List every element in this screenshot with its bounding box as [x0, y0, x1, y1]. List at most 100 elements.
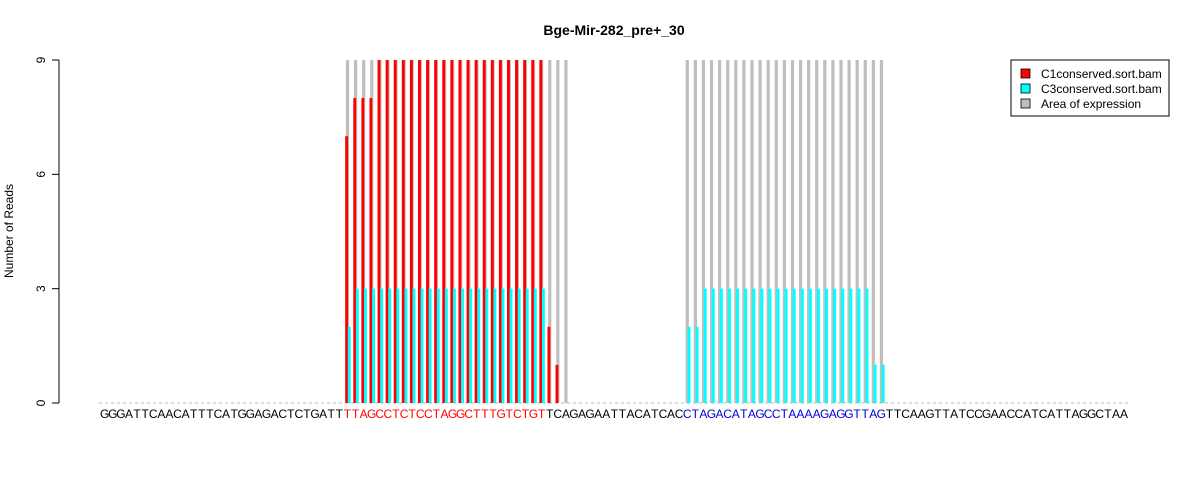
sequence-base: C — [295, 407, 304, 421]
c1-bar — [353, 98, 357, 403]
expression-bar — [701, 60, 706, 403]
c3-bar — [703, 288, 707, 403]
legend-swatch — [1020, 68, 1031, 79]
sequence-base: C — [675, 407, 684, 421]
sequence-base: A — [748, 407, 756, 421]
c3-bar — [792, 288, 796, 403]
expression-bar — [734, 60, 738, 403]
y-axis-label: Number of Reads — [2, 184, 16, 278]
sequence-base: T — [546, 407, 554, 421]
sequence-base: A — [805, 407, 813, 421]
sequence-base: G — [456, 407, 465, 421]
c3-bar — [355, 288, 359, 403]
sequence-base: T — [781, 407, 789, 421]
sequence-base: A — [578, 407, 586, 421]
expression-bar — [766, 60, 770, 403]
sequence-base: T — [489, 407, 497, 421]
sequence-base: G — [707, 407, 716, 421]
sequence-base: G — [367, 407, 376, 421]
sequence-base: G — [529, 407, 538, 421]
c1-bar — [474, 60, 478, 403]
sequence-base: C — [416, 407, 425, 421]
sequence-base: T — [344, 407, 352, 421]
expression-bar — [548, 60, 552, 403]
sequence-axis: GGG A T T C A A C A T T T C A T GG A G A C T C T G A T T T T A G C C T C T C… — [100, 407, 1128, 421]
sequence-base: A — [667, 407, 675, 421]
c1-bar — [442, 60, 446, 403]
sequence-base: T — [538, 407, 546, 421]
c3-bar — [485, 288, 489, 403]
c3-bar — [752, 288, 756, 403]
sequence-base: T — [651, 407, 659, 421]
expression-bar — [823, 60, 827, 403]
c1-bar — [458, 60, 462, 403]
sequence-base: C — [1095, 407, 1104, 421]
sequence-base: T — [230, 407, 238, 421]
c1-bar — [466, 60, 470, 403]
c3-bar — [817, 288, 820, 403]
legend-label: Area of expression — [1041, 97, 1141, 111]
expression-bar — [798, 60, 803, 403]
sequence-base: G — [982, 407, 991, 421]
expression-bar — [718, 60, 722, 403]
sequence-base: T — [1031, 407, 1039, 421]
y-tick-label: 9 — [34, 56, 48, 63]
c1-bar — [507, 60, 510, 403]
sequence-base: A — [165, 407, 173, 421]
c3-bar — [800, 288, 804, 403]
c3-bar — [768, 288, 772, 403]
sequence-base: T — [894, 407, 902, 421]
expression-bar — [855, 60, 859, 403]
sequence-base: C — [278, 407, 287, 421]
c3-bar — [541, 288, 545, 403]
c3-bar — [687, 326, 691, 403]
sequence-base: A — [910, 407, 918, 421]
sequence-base: T — [336, 407, 344, 421]
c3-bar — [873, 364, 877, 403]
sequence-base: T — [506, 407, 514, 421]
c3-bar — [444, 288, 448, 403]
legend-label: C3conserved.sort.bam — [1041, 82, 1162, 96]
sequence-base: G — [262, 407, 271, 421]
sequence-base: A — [643, 407, 651, 421]
c1-bar — [482, 60, 486, 403]
legend: C1conserved.sort.bamC3conserved.sort.bam… — [1010, 59, 1170, 117]
sequence-base: T — [328, 407, 336, 421]
c3-bar — [452, 288, 456, 403]
expression-bar — [863, 60, 867, 403]
sequence-base: G — [755, 407, 764, 421]
series-bars — [345, 60, 885, 403]
c1-bar — [345, 136, 349, 403]
sequence-base: A — [627, 407, 635, 421]
sequence-base: T — [853, 407, 861, 421]
sequence-base: C — [764, 407, 773, 421]
c3-bar — [760, 288, 764, 403]
c3-bar — [857, 288, 861, 403]
c1-bar — [393, 60, 397, 403]
sequence-base: C — [659, 407, 668, 421]
c3-bar — [711, 288, 715, 403]
sequence-base: A — [732, 407, 740, 421]
sequence-base: T — [206, 407, 214, 421]
sequence-base: A — [869, 407, 877, 421]
sequence-base: T — [352, 407, 360, 421]
c3-bar — [517, 288, 521, 403]
sequence-base: T — [303, 407, 311, 421]
sequence-base: A — [950, 407, 958, 421]
c3-bar — [825, 288, 829, 403]
sequence-base: G — [585, 407, 594, 421]
sequence-base: T — [942, 407, 950, 421]
sequence-base: C — [214, 407, 223, 421]
sequence-base: G — [496, 407, 505, 421]
sequence-base: A — [182, 407, 190, 421]
expression-bar — [693, 60, 697, 403]
c3-bar — [493, 288, 497, 403]
c1-bar — [547, 326, 551, 403]
expression-bar — [750, 60, 754, 403]
sequence-base: G — [877, 407, 886, 421]
sequence-base: A — [991, 407, 999, 421]
legend-box — [1010, 59, 1170, 117]
c1-bar — [434, 60, 438, 403]
c3-bar — [719, 288, 723, 403]
